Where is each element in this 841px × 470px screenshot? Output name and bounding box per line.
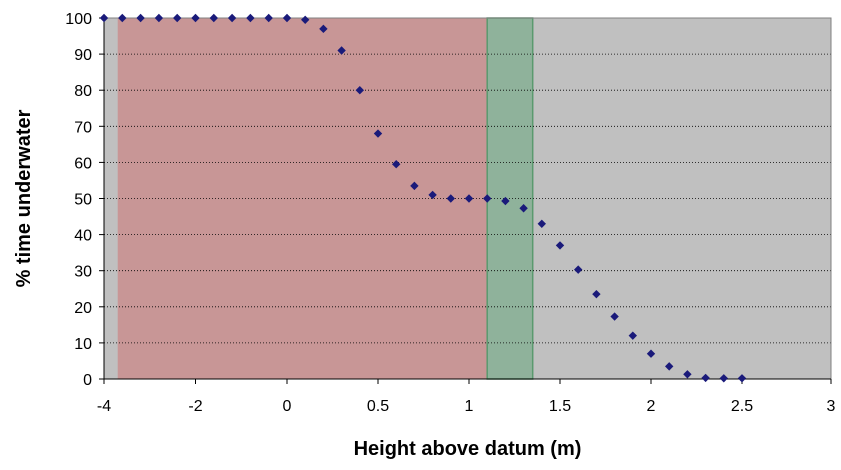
data-point — [319, 24, 328, 34]
data-point — [628, 331, 637, 340]
y-tick-label: 80 — [74, 83, 92, 100]
x-tick-label: 2.5 — [731, 398, 753, 415]
y-tick-label: 40 — [74, 228, 92, 245]
data-point — [592, 289, 601, 299]
x-tick-label: 0.5 — [367, 398, 389, 415]
x-tick-label: 2 — [647, 398, 656, 415]
data-point — [301, 15, 310, 25]
data-point — [282, 13, 292, 23]
data-point — [337, 46, 346, 55]
data-point — [683, 370, 692, 379]
data-point — [410, 181, 419, 191]
data-point — [501, 196, 510, 206]
data-point — [264, 13, 273, 23]
data-point — [464, 194, 474, 203]
data-point — [555, 241, 565, 250]
data-point — [701, 373, 710, 383]
data-point — [191, 13, 200, 23]
y-tick-label: 10 — [74, 336, 92, 353]
data-point — [574, 265, 583, 274]
x-tick-label: -2 — [188, 398, 202, 415]
plot-area — [103, 17, 832, 380]
y-axis-title: % time underwater — [13, 109, 35, 287]
y-tick-label: 0 — [83, 372, 92, 389]
y-tick-label: 90 — [74, 47, 92, 64]
x-tick-label: 1.5 — [549, 398, 571, 415]
data-points — [99, 13, 747, 383]
x-tick-label: -4 — [97, 398, 111, 415]
data-point — [136, 13, 145, 23]
data-point — [483, 194, 492, 203]
data-point — [392, 160, 401, 169]
data-point — [173, 13, 182, 23]
data-point — [610, 312, 619, 321]
data-point — [537, 219, 546, 228]
data-point — [428, 190, 437, 200]
y-tick-label: 50 — [74, 192, 92, 209]
data-point — [646, 349, 656, 358]
x-tick-label: 3 — [827, 398, 836, 415]
data-point — [209, 13, 218, 23]
data-point — [737, 374, 747, 383]
y-tick-label: 30 — [74, 264, 92, 281]
data-point — [246, 13, 255, 23]
data-point — [719, 374, 728, 383]
data-point — [118, 13, 127, 23]
data-point — [355, 86, 364, 95]
data-point — [519, 204, 528, 213]
y-tick-label: 20 — [74, 300, 92, 317]
data-point — [99, 13, 109, 23]
x-axis-title: Height above datum (m) — [354, 438, 582, 460]
y-tick-label: 60 — [74, 155, 92, 172]
data-point — [446, 194, 455, 203]
data-point — [373, 129, 383, 138]
x-tick-label: 1 — [465, 398, 474, 415]
axes: 0 10 20 30 40 50 60 70 80 90 100 -4 -2 0 0.5 1 1.5 2 2.5 3 — [65, 11, 835, 415]
data-point — [154, 13, 164, 23]
data-point — [227, 13, 237, 23]
y-tick-label: 70 — [74, 119, 92, 136]
x-tick-label: 0 — [283, 398, 292, 415]
data-point — [665, 362, 674, 371]
y-tick-label: 100 — [65, 11, 92, 28]
